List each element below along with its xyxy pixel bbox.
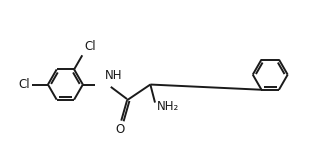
Text: Cl: Cl bbox=[84, 40, 96, 53]
Text: Cl: Cl bbox=[18, 78, 30, 91]
Text: NH₂: NH₂ bbox=[157, 100, 179, 113]
Text: NH: NH bbox=[105, 69, 122, 82]
Text: O: O bbox=[115, 123, 125, 136]
